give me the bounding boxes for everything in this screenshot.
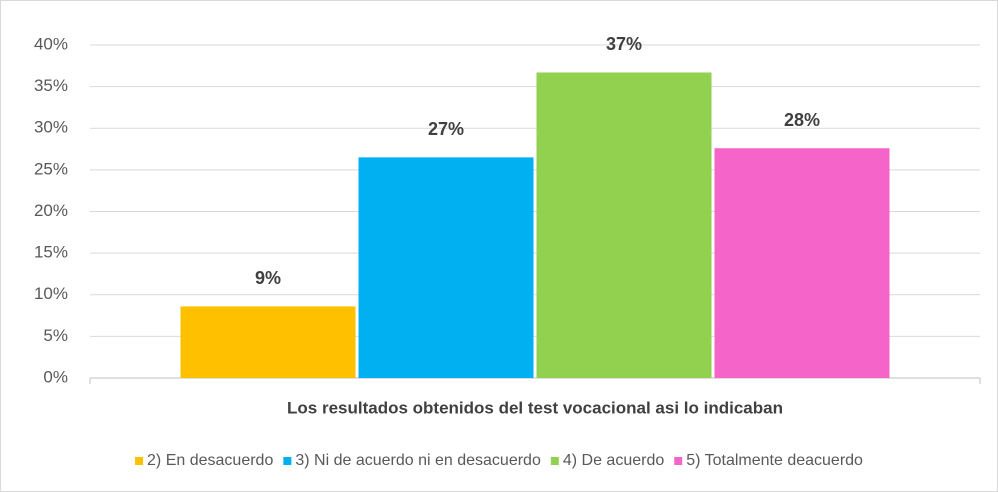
x-tick-label: Los resultados obtenidos del test vocaci…	[287, 398, 783, 417]
y-tick-label: 40%	[34, 34, 68, 53]
legend-swatch	[674, 457, 683, 465]
bar	[180, 306, 356, 378]
legend-label: 4) De acuerdo	[563, 452, 664, 469]
y-tick-label: 5%	[43, 326, 68, 345]
bar	[714, 148, 890, 378]
legend-label: 3) Ni de acuerdo ni en desacuerdo	[295, 452, 541, 469]
value-label: 28%	[784, 110, 820, 130]
legend-swatch	[550, 457, 559, 465]
y-tick-label: 0%	[43, 367, 68, 386]
y-tick-label: 25%	[34, 159, 68, 178]
bar	[358, 157, 534, 378]
bar	[536, 72, 712, 378]
legend-label: 2) En desacuerdo	[147, 452, 273, 469]
y-tick-label: 15%	[34, 243, 68, 262]
legend-label: 5) Totalmente deacuerdo	[686, 452, 863, 469]
value-label: 27%	[428, 119, 464, 139]
legend-swatch	[283, 457, 292, 465]
value-label: 9%	[255, 268, 281, 288]
legend-swatch	[135, 457, 144, 465]
value-label: 37%	[606, 34, 642, 54]
y-tick-label: 20%	[34, 201, 68, 220]
y-tick-label: 35%	[34, 76, 68, 95]
y-tick-label: 30%	[34, 118, 68, 137]
y-tick-label: 10%	[34, 284, 68, 303]
